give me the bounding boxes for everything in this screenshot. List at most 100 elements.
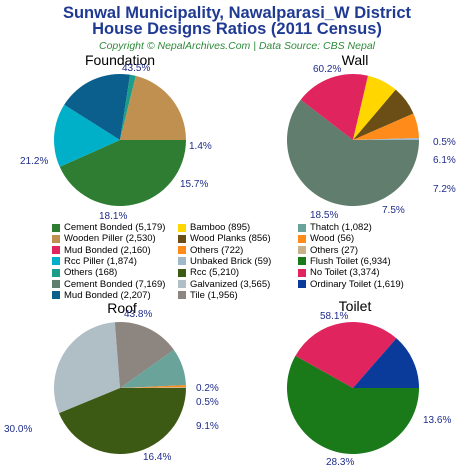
legend-label: Others (168) xyxy=(64,267,118,279)
legend-label: Galvanized (3,565) xyxy=(190,278,271,290)
legend-label: Wood (56) xyxy=(310,233,355,245)
roof-pie xyxy=(54,322,186,454)
wall-slice-unbaked-brick xyxy=(353,137,419,140)
roof-pie-title: Roof xyxy=(107,300,137,316)
legend-label: Others (722) xyxy=(190,244,244,256)
toilet-slice-no-toilet xyxy=(295,322,397,388)
roof-pct-galvanized: 30.0% xyxy=(4,424,33,435)
legend-swatch xyxy=(298,234,306,243)
legend-item: Unbaked Brick (59) xyxy=(178,256,271,267)
legend-item: Bamboo (895) xyxy=(178,222,250,233)
legend-item: Others (27) xyxy=(298,245,358,256)
legend-swatch xyxy=(298,257,306,266)
roof-slice-tile xyxy=(114,322,174,388)
legend-item: Cement Bonded (7,169) xyxy=(52,279,165,290)
wall-pie-title: Wall xyxy=(341,52,369,68)
roof-pct-thatch: 9.1% xyxy=(196,421,219,432)
legend-label: Cement Bonded (5,179) xyxy=(64,222,166,233)
legend-swatch xyxy=(178,291,186,300)
wall-pct-others: 6.1% xyxy=(433,155,456,166)
legend-swatch xyxy=(178,280,186,288)
legend-swatch xyxy=(298,280,306,288)
foundation-slice-cement-bonded xyxy=(59,140,186,207)
legend-label: Cement Bonded (7,169) xyxy=(64,278,166,290)
chart-title-line2: House Designs Ratios (2011 Census) xyxy=(92,20,382,38)
legend-item: Cement Bonded (5,179) xyxy=(52,222,165,233)
legend-label: Bamboo (895) xyxy=(190,222,251,233)
legend-swatch xyxy=(178,246,186,255)
roof-pct-tile: 16.4% xyxy=(143,452,172,463)
legend-label: Mud Bonded (2,207) xyxy=(64,289,151,301)
foundation-slice-others xyxy=(120,74,136,140)
legend-swatch xyxy=(178,257,186,266)
legend-item: Rcc (5,210) xyxy=(178,267,239,278)
legend-item: Mud Bonded (2,160) xyxy=(52,245,151,256)
legend-swatch xyxy=(298,268,306,277)
legend-item: Ordinary Toilet (1,619) xyxy=(298,279,404,290)
wall-pct-woodplanks: 7.2% xyxy=(433,184,456,195)
wall-pie xyxy=(287,74,419,206)
legend-label: Tile (1,956) xyxy=(190,289,238,301)
wall-slice-wood-planks xyxy=(353,89,414,140)
legend-label: Rcc Piller (1,874) xyxy=(64,255,137,267)
legend-swatch xyxy=(178,268,186,277)
foundation-pct-wooden: 21.2% xyxy=(20,156,49,167)
legend-item: Others (722) xyxy=(178,245,243,256)
legend-item: Rcc Piller (1,874) xyxy=(52,256,137,267)
legend-swatch xyxy=(178,234,186,243)
legend-label: Thatch (1,082) xyxy=(310,222,372,233)
roof-slice-wood xyxy=(120,385,186,388)
legend-label: Unbaked Brick (59) xyxy=(190,255,272,267)
legend-label: Flush Toilet (6,934) xyxy=(310,255,391,267)
toilet-pie xyxy=(287,322,419,454)
roof-pct-wood: 0.5% xyxy=(196,397,219,408)
foundation-pct-others: 1.4% xyxy=(189,141,212,152)
legend: Cement Bonded (5,179) Wooden Piller (2,53… xyxy=(52,222,472,302)
legend-label: Rcc (5,210) xyxy=(190,267,240,279)
legend-swatch xyxy=(52,280,60,288)
legend-item: Thatch (1,082) xyxy=(298,222,372,233)
wall-slice-cement-bonded xyxy=(287,99,419,206)
legend-item: Mud Bonded (2,207) xyxy=(52,290,151,301)
wall-pct-bamboo: 7.5% xyxy=(382,205,405,216)
foundation-slice-mud-bonded xyxy=(64,73,131,140)
foundation-slice-wooden-piller xyxy=(120,75,186,140)
foundation-pct-rcc: 15.7% xyxy=(180,179,209,190)
legend-label: Mud Bonded (2,160) xyxy=(64,244,151,256)
legend-label: No Toilet (3,374) xyxy=(310,267,380,279)
legend-swatch xyxy=(298,223,306,232)
wall-slice-mud-bonded xyxy=(300,74,369,140)
foundation-pct-cement: 43.5% xyxy=(122,63,151,74)
legend-item: Tile (1,956) xyxy=(178,290,238,301)
legend-item: Flush Toilet (6,934) xyxy=(298,256,391,267)
toilet-pie-title: Toilet xyxy=(338,298,372,314)
legend-label: Wooden Piller (2,530) xyxy=(64,233,156,245)
legend-swatch xyxy=(298,246,306,255)
legend-swatch xyxy=(52,234,60,243)
legend-swatch xyxy=(178,223,186,232)
wall-slice-bamboo xyxy=(353,75,396,140)
legend-item: Wooden Piller (2,530) xyxy=(52,233,156,244)
legend-item: Wood Planks (856) xyxy=(178,233,271,244)
roof-slice-thatch xyxy=(120,349,186,388)
wall-pct-unbaked: 0.5% xyxy=(433,137,456,148)
legend-swatch xyxy=(52,268,60,277)
legend-swatch xyxy=(52,246,60,255)
legend-item: Wood (56) xyxy=(298,233,354,244)
wall-pct-mud: 18.5% xyxy=(310,210,339,221)
legend-item: Galvanized (3,565) xyxy=(178,279,270,290)
legend-swatch xyxy=(52,257,60,266)
foundation-pie xyxy=(53,73,186,207)
toilet-pct-flush: 58.1% xyxy=(320,311,349,322)
roof-slice-galvanized xyxy=(54,322,120,414)
toilet-pct-notoilet: 28.3% xyxy=(326,457,355,468)
foundation-pct-mud: 18.1% xyxy=(99,211,128,222)
legend-item: No Toilet (3,374) xyxy=(298,267,380,278)
toilet-slice-flush-toilet xyxy=(287,355,419,454)
wall-slice-others xyxy=(353,113,419,140)
legend-label: Wood Planks (856) xyxy=(190,233,271,245)
legend-label: Others (27) xyxy=(310,244,359,256)
foundation-pie-title: Foundation xyxy=(84,52,156,68)
roof-pct-rcc: 43.8% xyxy=(124,309,153,320)
legend-label: Ordinary Toilet (1,619) xyxy=(310,278,404,290)
